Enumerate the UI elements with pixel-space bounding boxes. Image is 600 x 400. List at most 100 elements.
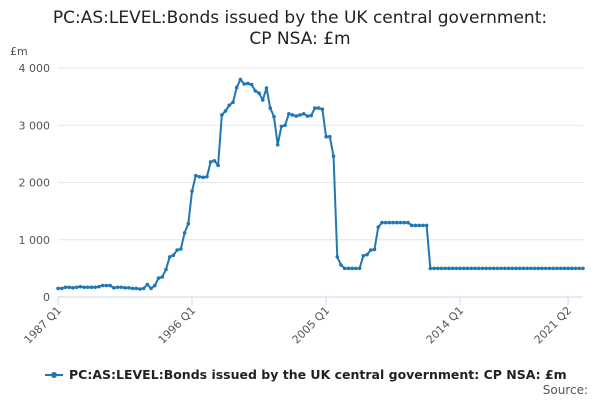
data-point[interactable] (536, 266, 541, 271)
data-point[interactable] (190, 189, 194, 193)
data-point[interactable] (63, 285, 68, 290)
data-point[interactable] (201, 175, 206, 180)
data-point[interactable] (160, 275, 165, 279)
data-point[interactable] (462, 266, 466, 271)
data-point[interactable] (231, 100, 235, 105)
data-point[interactable] (555, 266, 559, 271)
data-point[interactable] (476, 266, 481, 271)
data-point[interactable] (242, 82, 246, 86)
data-point[interactable] (417, 223, 421, 228)
data-point[interactable] (279, 124, 284, 129)
data-point[interactable] (510, 266, 515, 271)
data-point[interactable] (372, 247, 377, 252)
data-point[interactable] (283, 123, 287, 128)
data-point[interactable] (324, 134, 328, 139)
data-point[interactable] (156, 276, 161, 280)
data-point[interactable] (246, 81, 250, 86)
data-point[interactable] (365, 252, 369, 257)
data-point[interactable] (290, 113, 295, 117)
data-point[interactable] (130, 286, 135, 291)
data-point[interactable] (145, 282, 150, 287)
data-point[interactable] (272, 114, 276, 119)
data-point[interactable] (495, 266, 500, 271)
data-point[interactable] (175, 248, 179, 252)
data-point[interactable] (320, 107, 325, 112)
data-point[interactable] (164, 267, 168, 272)
data-point[interactable] (458, 266, 462, 271)
data-point[interactable] (577, 266, 582, 271)
data-point[interactable] (171, 253, 176, 258)
data-point[interactable] (182, 231, 187, 235)
data-point[interactable] (376, 225, 381, 229)
data-point[interactable] (443, 266, 448, 271)
data-point[interactable] (454, 266, 459, 271)
data-point[interactable] (78, 284, 83, 289)
data-point[interactable] (253, 89, 258, 93)
data-point[interactable] (294, 114, 299, 118)
data-point[interactable] (227, 103, 232, 108)
data-point[interactable] (514, 266, 518, 271)
data-point[interactable] (268, 106, 273, 110)
data-point[interactable] (543, 266, 548, 271)
data-point[interactable] (421, 223, 425, 228)
data-point[interactable] (331, 154, 336, 158)
data-point[interactable] (197, 174, 202, 179)
data-point[interactable] (208, 160, 213, 164)
data-point[interactable] (335, 255, 340, 259)
data-point[interactable] (409, 223, 414, 228)
data-point[interactable] (521, 266, 526, 271)
data-point[interactable] (141, 286, 146, 291)
data-point[interactable] (480, 266, 485, 271)
data-point[interactable] (67, 285, 71, 290)
legend[interactable]: PC:AS:LEVEL:Bonds issued by the UK centr… (45, 367, 567, 382)
data-point[interactable] (525, 266, 529, 271)
data-point[interactable] (450, 266, 455, 271)
data-point[interactable] (395, 220, 399, 225)
data-point[interactable] (223, 109, 228, 113)
data-point[interactable] (100, 283, 105, 288)
data-point[interactable] (551, 266, 556, 271)
data-point[interactable] (447, 266, 451, 271)
data-point[interactable] (398, 220, 403, 225)
data-point[interactable] (581, 266, 585, 271)
data-point[interactable] (503, 266, 507, 271)
data-point[interactable] (488, 266, 492, 271)
data-point[interactable] (573, 266, 578, 271)
data-point[interactable] (71, 286, 75, 290)
data-point[interactable] (85, 285, 90, 290)
data-point[interactable] (570, 266, 574, 271)
data-point[interactable] (112, 286, 116, 290)
data-point[interactable] (328, 134, 332, 139)
data-point[interactable] (309, 113, 313, 118)
data-point[interactable] (540, 266, 544, 271)
data-point[interactable] (287, 112, 291, 116)
data-point[interactable] (264, 86, 269, 90)
data-point[interactable] (298, 113, 302, 117)
data-point[interactable] (153, 283, 157, 288)
data-point[interactable] (108, 283, 112, 288)
data-point[interactable] (115, 285, 120, 290)
data-point[interactable] (138, 287, 142, 291)
data-point[interactable] (368, 248, 373, 252)
data-point[interactable] (506, 266, 511, 271)
data-point[interactable] (167, 255, 172, 259)
data-point[interactable] (216, 163, 220, 168)
data-point[interactable] (249, 82, 254, 87)
data-point[interactable] (126, 286, 131, 290)
data-point[interactable] (186, 221, 191, 226)
data-point[interactable] (361, 253, 366, 258)
data-point[interactable] (439, 266, 444, 271)
data-point[interactable] (275, 142, 280, 147)
data-point[interactable] (413, 223, 418, 228)
data-point[interactable] (257, 91, 261, 95)
data-point[interactable] (316, 106, 321, 110)
data-point[interactable] (82, 285, 86, 290)
data-point[interactable] (491, 266, 496, 271)
data-point[interactable] (97, 284, 101, 289)
data-point[interactable] (402, 220, 407, 225)
data-point[interactable] (104, 283, 109, 288)
data-point[interactable] (484, 266, 488, 271)
data-point[interactable] (89, 285, 94, 290)
data-point[interactable] (562, 266, 567, 271)
data-point[interactable] (424, 223, 429, 228)
